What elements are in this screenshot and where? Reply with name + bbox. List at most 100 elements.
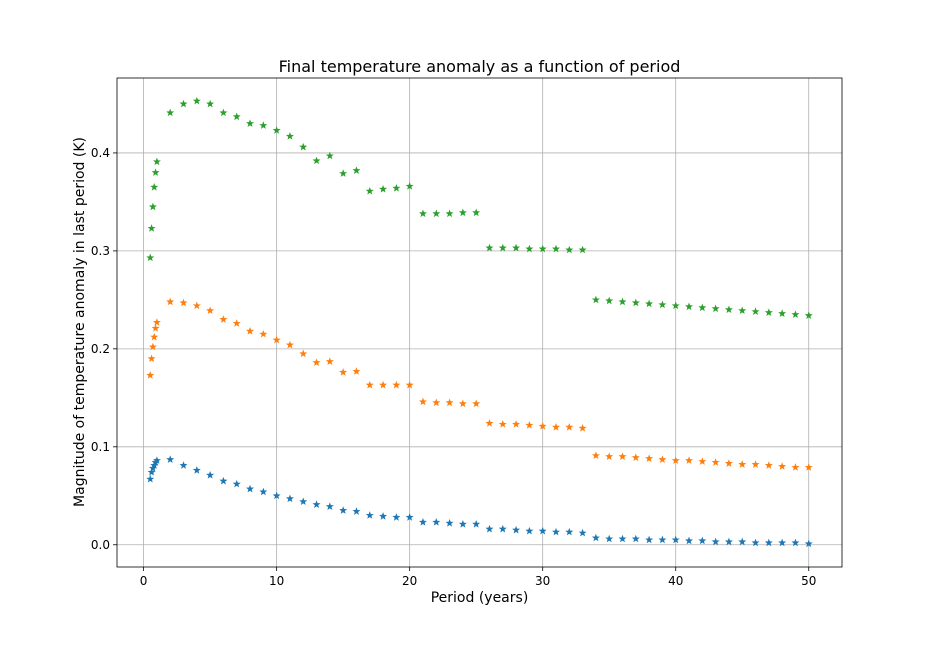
data-point <box>618 297 627 306</box>
data-point <box>392 184 401 192</box>
data-point <box>246 484 255 493</box>
data-point <box>578 424 587 432</box>
data-point <box>565 423 574 431</box>
data-point <box>685 536 694 545</box>
data-point <box>152 456 161 464</box>
plot-frame <box>116 77 843 568</box>
data-point <box>219 315 228 323</box>
data-point <box>631 298 640 307</box>
data-point <box>352 507 361 515</box>
data-point <box>552 244 560 253</box>
data-point <box>751 460 760 468</box>
data-point <box>206 306 215 315</box>
data-point <box>591 533 600 542</box>
data-point <box>192 301 201 310</box>
data-point <box>711 537 720 546</box>
data-point <box>232 319 241 327</box>
data-point <box>498 524 507 533</box>
data-point <box>804 463 813 471</box>
data-point <box>485 243 494 252</box>
data-point <box>751 538 760 547</box>
data-point <box>764 461 773 469</box>
data-point <box>445 398 454 407</box>
x-tick-label: 40 <box>668 574 683 588</box>
data-point <box>458 399 467 408</box>
data-point <box>631 453 640 461</box>
data-point <box>591 295 600 304</box>
data-point <box>658 300 667 309</box>
y-tick-label: 0.2 <box>91 342 110 356</box>
data-point <box>605 452 614 460</box>
data-point <box>418 209 427 218</box>
data-point <box>285 494 294 503</box>
data-point <box>352 166 361 174</box>
data-point <box>339 368 348 376</box>
data-point <box>791 538 800 547</box>
data-point <box>658 455 667 463</box>
data-point <box>645 454 654 462</box>
data-point <box>591 451 600 460</box>
data-point <box>671 535 680 544</box>
x-tick-label: 10 <box>269 574 284 588</box>
data-point <box>458 519 467 528</box>
data-point <box>219 108 228 117</box>
data-point <box>232 112 241 121</box>
data-point <box>179 99 188 108</box>
data-point <box>151 324 160 332</box>
data-point <box>405 380 414 389</box>
data-point <box>685 302 694 311</box>
data-point <box>671 301 680 310</box>
data-point <box>698 303 707 312</box>
data-point <box>259 121 268 129</box>
data-point <box>432 518 441 526</box>
grid <box>117 78 842 567</box>
data-point <box>525 421 534 429</box>
data-point <box>146 253 155 262</box>
data-point <box>272 335 281 344</box>
data-point <box>405 182 414 190</box>
data-point <box>392 513 401 521</box>
data-point <box>232 479 241 488</box>
data-point <box>445 519 454 527</box>
data-point <box>312 156 321 165</box>
data-point <box>299 497 308 506</box>
data-point <box>299 142 308 151</box>
data-point <box>405 513 414 521</box>
data-point <box>578 245 587 254</box>
data-point <box>392 380 401 389</box>
data-point <box>365 186 374 195</box>
data-point <box>645 299 654 308</box>
data-point <box>152 318 161 326</box>
data-point <box>151 168 160 176</box>
data-point <box>379 380 388 389</box>
data-point <box>146 371 155 379</box>
data-point <box>458 208 467 217</box>
data-point <box>565 245 574 254</box>
data-point <box>724 459 733 467</box>
data-point <box>259 487 268 496</box>
series-2 <box>146 297 813 471</box>
data-point <box>538 244 547 253</box>
x-tick-label: 0 <box>140 574 148 588</box>
y-tick-label: 0.1 <box>91 440 110 454</box>
data-point <box>352 367 361 375</box>
data-point <box>778 462 787 470</box>
data-point <box>418 397 427 406</box>
data-point <box>525 244 534 253</box>
data-point <box>764 538 773 547</box>
series-1 <box>146 455 813 548</box>
x-axis: 0 10 20 30 40 50 <box>140 567 816 588</box>
data-point <box>246 327 255 335</box>
data-point <box>285 132 294 140</box>
data-point <box>512 420 521 428</box>
data-point <box>791 310 800 318</box>
data-point <box>432 398 441 407</box>
data-point <box>148 342 157 351</box>
data-point <box>738 537 747 546</box>
chart-title: Final temperature anomaly as a function … <box>279 57 681 76</box>
data-point <box>578 528 587 537</box>
data-point <box>512 243 521 252</box>
data-point <box>498 243 507 252</box>
data-point <box>166 455 175 463</box>
